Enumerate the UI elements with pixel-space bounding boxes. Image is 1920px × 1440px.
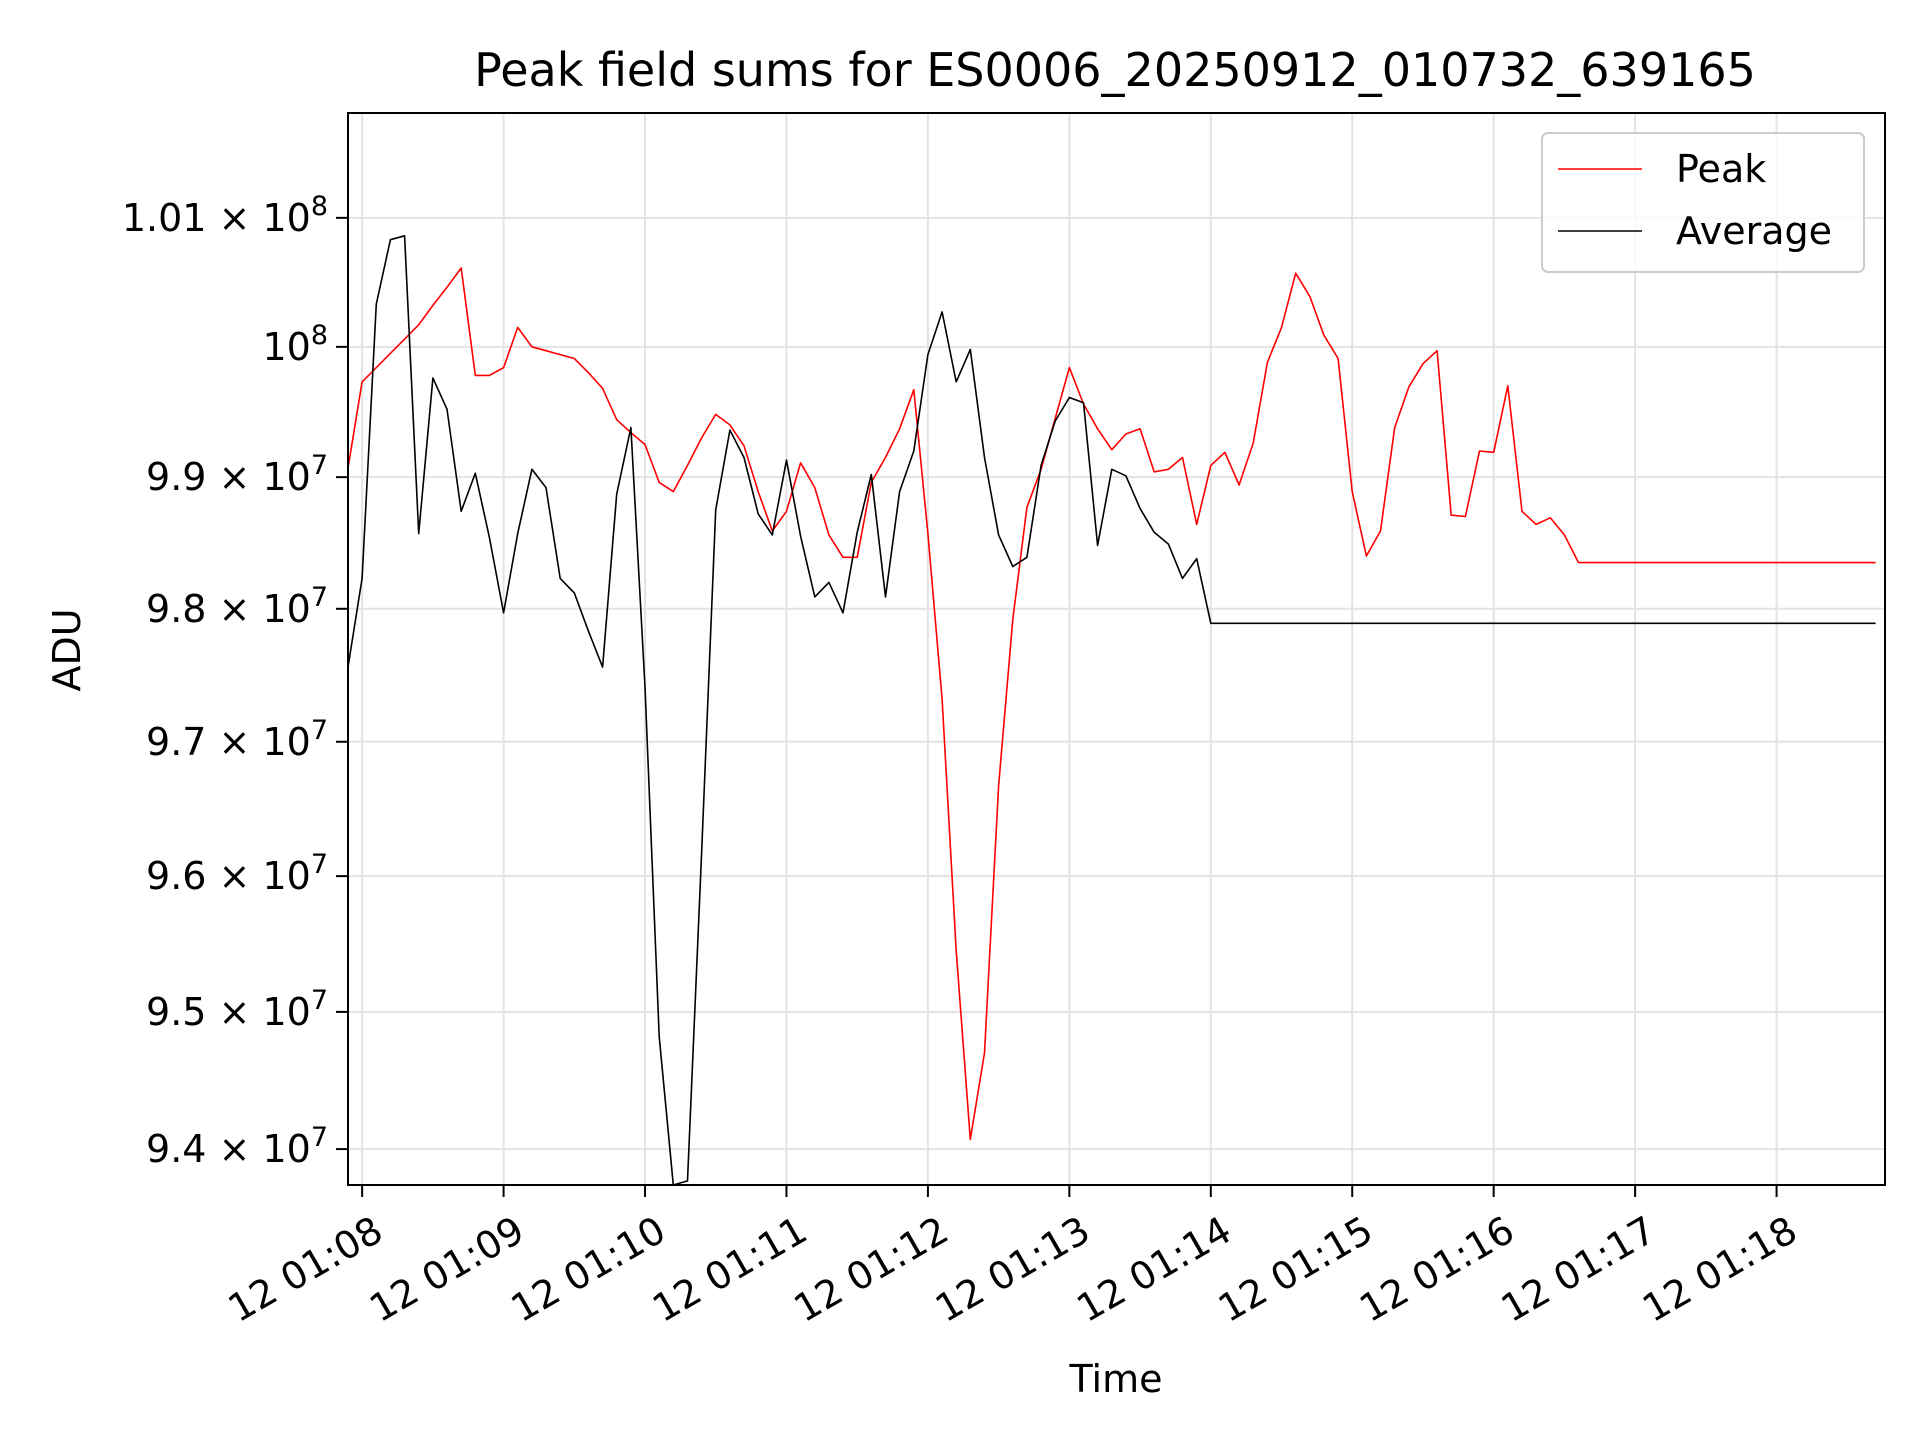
y-tick-label: 108	[262, 320, 328, 369]
legend-label: Peak	[1676, 147, 1766, 191]
y-tick-label: 1.01 × 108	[122, 191, 328, 240]
series-line-peak	[347, 267, 1876, 1141]
y-tick-label: 9.9 × 107	[146, 450, 328, 499]
y-axis-label: ADU	[45, 608, 89, 691]
plot-area-frame	[347, 112, 1886, 1186]
y-tick-label: 9.4 × 107	[146, 1122, 328, 1171]
legend-frame	[1541, 132, 1865, 273]
legend: Peak Average	[1541, 132, 1865, 273]
y-tick-label: 9.5 × 107	[146, 985, 328, 1034]
y-axis: 9.4 × 107 9.5 × 107 9.6 × 107 9.7 × 107 9.8 …	[122, 191, 348, 1171]
legend-label: Average	[1676, 209, 1832, 253]
x-axis-label: Time	[1069, 1357, 1163, 1401]
series-line-average	[347, 235, 1876, 1186]
y-tick-label: 9.8 × 107	[146, 582, 328, 631]
y-tick-label: 9.7 × 107	[146, 715, 328, 764]
y-tick-label: 9.6 × 107	[146, 849, 328, 898]
chart-title: Peak field sums for ES0006_20250912_0107…	[474, 43, 1756, 97]
series-lines	[347, 235, 1876, 1186]
